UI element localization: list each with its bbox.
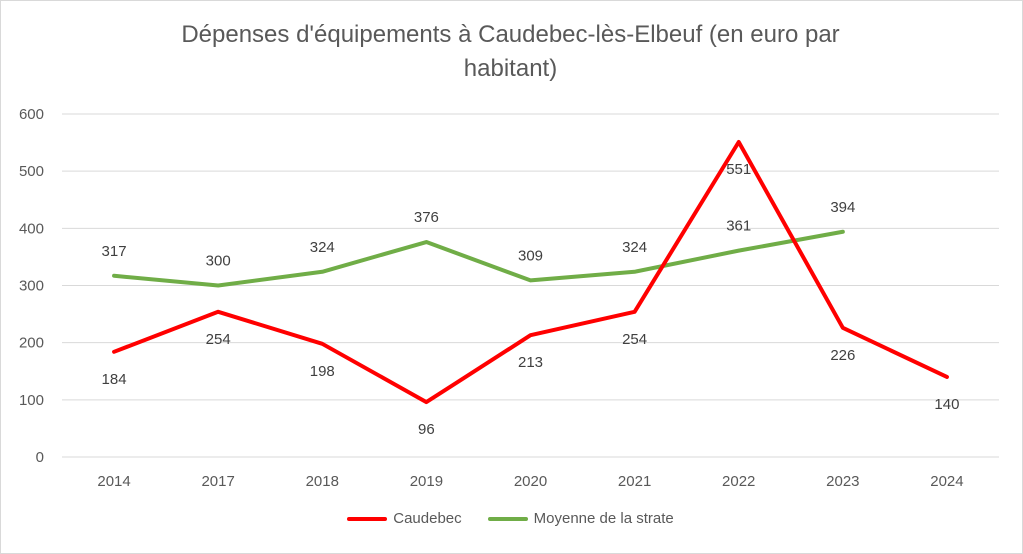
legend-label-caudebec: Caudebec (393, 510, 462, 527)
data-label-caudebec-2018: 198 (310, 363, 335, 380)
data-label-caudebec-2024: 140 (934, 396, 959, 413)
data-label-moyenne-de-la-strate-2018: 324 (310, 239, 335, 256)
data-label-moyenne-de-la-strate-2023: 394 (830, 199, 855, 216)
legend-swatch-caudebec (347, 516, 388, 521)
chart-title-line-1: Dépenses d'équipements à Caudebec-lès-El… (181, 21, 840, 48)
chart-title: Dépenses d'équipements à Caudebec-lès-El… (0, 18, 1021, 86)
data-labels: 184 254 198 96 213 254 551 226 140 317 300 324 376 30… (102, 161, 960, 438)
series-lines (112, 140, 949, 405)
x-tick-label-2020: 2020 (514, 473, 547, 490)
series-line-moyenne-de-la-strate (112, 229, 845, 288)
data-label-moyenne-de-la-strate-2021: 324 (622, 239, 647, 256)
data-label-caudebec-2014: 184 (102, 371, 127, 388)
data-label-moyenne-de-la-strate-2022: 361 (726, 218, 751, 235)
x-tick-label-2021: 2021 (618, 473, 651, 490)
y-tick-label-500: 500 (19, 163, 44, 180)
x-tick-label-2019: 2019 (410, 473, 443, 490)
x-tick-label-2018: 2018 (306, 473, 339, 490)
data-label-caudebec-2017: 254 (206, 331, 231, 348)
legend: Caudebec Moyenne de la strate (0, 510, 1021, 527)
legend-item-caudebec: Caudebec (347, 510, 462, 527)
data-label-moyenne-de-la-strate-2014: 317 (102, 243, 127, 260)
series-line-caudebec (112, 140, 949, 405)
x-axis-ticks: 2014 2017 2018 2019 2020 2021 2022 2023 2024 (97, 473, 963, 490)
y-tick-label-100: 100 (19, 392, 44, 409)
x-tick-label-2024: 2024 (930, 473, 963, 490)
data-label-moyenne-de-la-strate-2017: 300 (206, 253, 231, 270)
data-label-moyenne-de-la-strate-2019: 376 (414, 209, 439, 226)
y-tick-label-600: 600 (19, 106, 44, 123)
y-axis-ticks: 0 100 200 300 400 500 600 (19, 106, 44, 466)
x-tick-label-2023: 2023 (826, 473, 859, 490)
data-label-caudebec-2021: 254 (622, 331, 647, 348)
data-label-caudebec-2022: 551 (726, 161, 751, 178)
x-tick-label-2022: 2022 (722, 473, 755, 490)
data-label-caudebec-2023: 226 (830, 347, 855, 364)
legend-label-moyenne: Moyenne de la strate (533, 510, 674, 527)
y-tick-label-0: 0 (36, 449, 44, 466)
data-label-moyenne-de-la-strate-2020: 309 (518, 247, 543, 264)
chart-title-line-2: habitant) (463, 55, 558, 82)
data-label-caudebec-2019: 96 (418, 421, 435, 438)
legend-swatch-moyenne (487, 516, 528, 521)
y-tick-label-400: 400 (19, 220, 44, 237)
y-tick-label-300: 300 (19, 278, 44, 295)
legend-item-moyenne: Moyenne de la strate (487, 510, 674, 527)
x-tick-label-2017: 2017 (201, 473, 234, 490)
y-tick-label-200: 200 (19, 335, 44, 352)
x-tick-label-2014: 2014 (97, 473, 130, 490)
data-label-caudebec-2020: 213 (518, 354, 543, 371)
